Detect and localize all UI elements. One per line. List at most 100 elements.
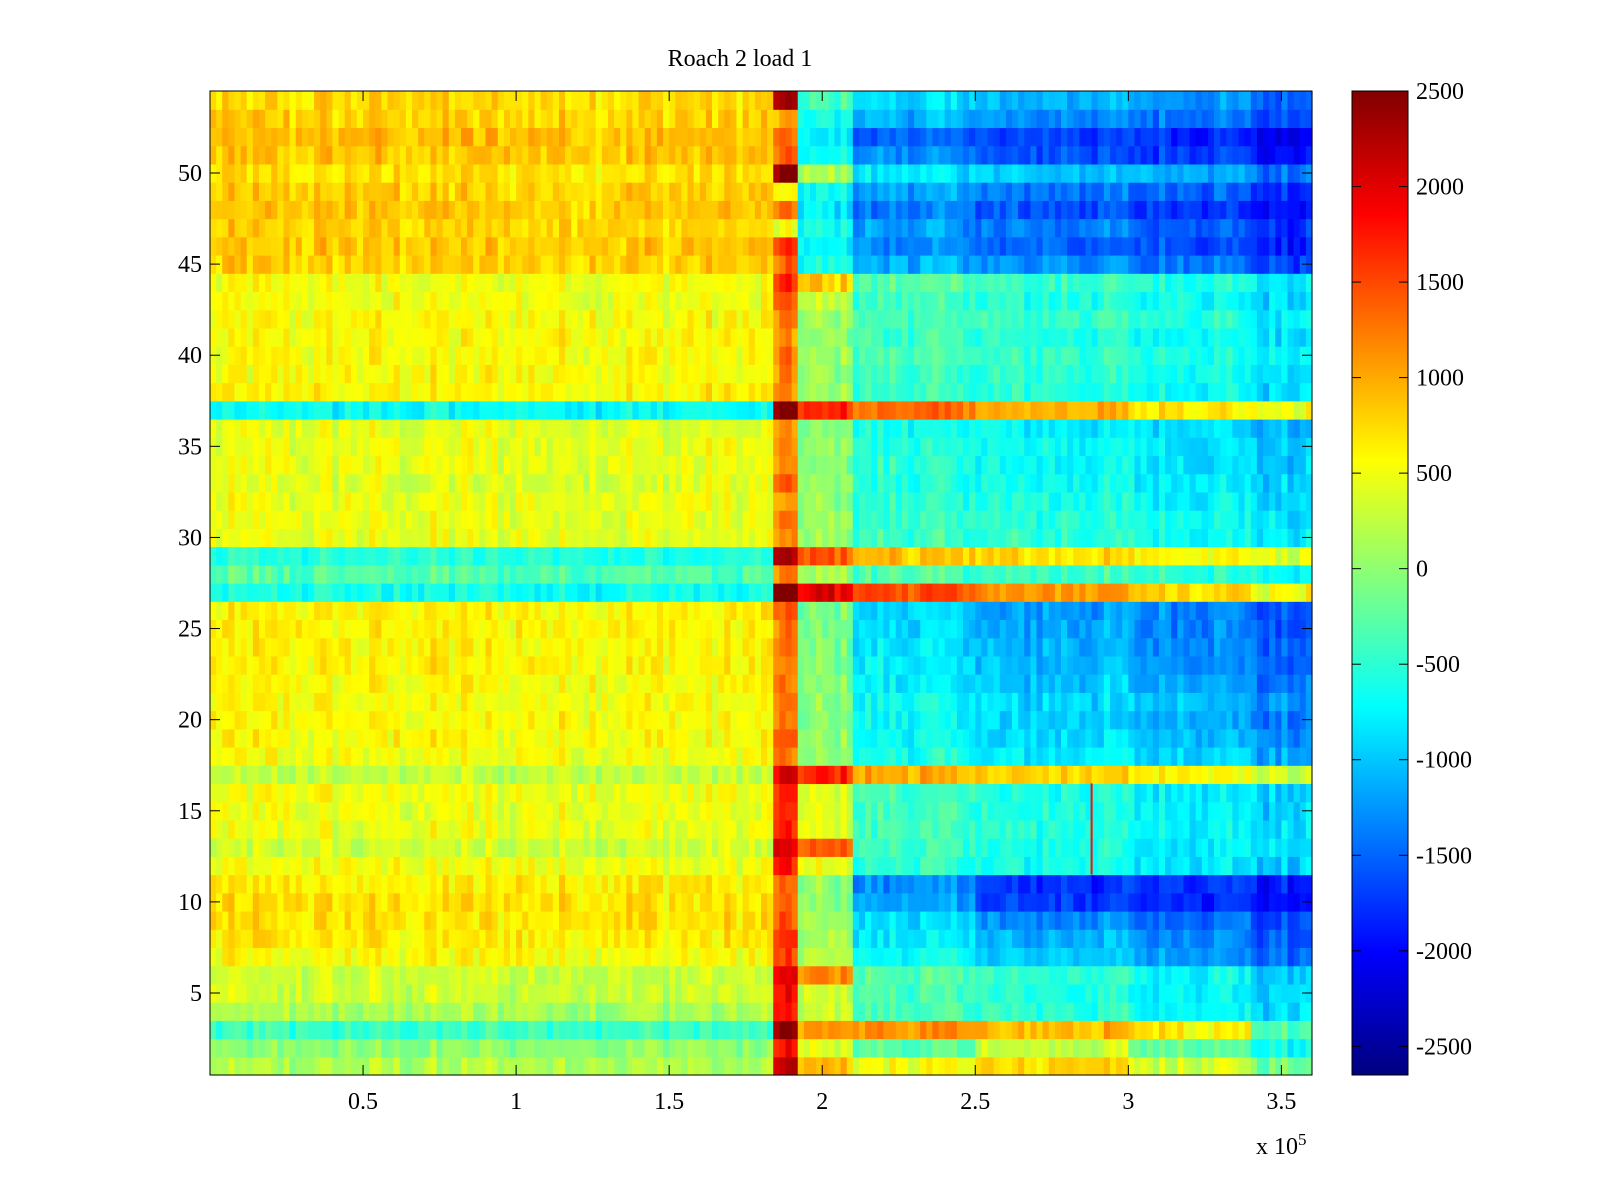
heatmap-cell	[1060, 947, 1068, 967]
heatmap-cell	[228, 892, 236, 912]
heatmap-cell	[387, 874, 395, 894]
heatmap-cell	[712, 838, 719, 857]
heatmap-cell	[1207, 655, 1215, 675]
heatmap-cell	[558, 801, 566, 821]
heatmap-cell	[363, 637, 370, 657]
heatmap-cell	[1122, 1038, 1129, 1058]
heatmap-cell	[271, 674, 278, 693]
heatmap-cell	[1128, 728, 1136, 748]
heatmap-cell	[620, 1020, 627, 1040]
heatmap-cell	[1189, 1056, 1197, 1076]
heatmap-cell	[307, 674, 315, 693]
heatmap-cell	[1146, 983, 1154, 1003]
heatmap-cell	[1109, 819, 1117, 839]
heatmap-cell	[601, 874, 609, 894]
heatmap-cell	[1012, 564, 1019, 584]
heatmap-cell	[920, 911, 927, 930]
heatmap-cell	[754, 838, 762, 857]
heatmap-cell	[497, 1038, 505, 1058]
heatmap-cell	[1140, 892, 1148, 912]
heatmap-cell	[375, 856, 383, 876]
heatmap-cell	[210, 1056, 217, 1076]
heatmap-cell	[442, 929, 450, 949]
heatmap-cell	[424, 892, 431, 912]
heatmap-cell	[773, 965, 780, 985]
heatmap-cell	[326, 819, 334, 839]
heatmap-cell	[503, 765, 511, 785]
heatmap-cell	[846, 601, 854, 621]
heatmap-cell	[1103, 947, 1111, 967]
heatmap-cell	[571, 947, 578, 967]
heatmap-cell	[663, 1056, 670, 1076]
heatmap-cell	[712, 1038, 719, 1058]
heatmap-cell	[405, 583, 413, 602]
heatmap-cell	[687, 1020, 695, 1040]
heatmap-cell	[1073, 637, 1080, 657]
heatmap-cell	[1079, 801, 1087, 821]
heatmap-cell	[650, 1056, 658, 1076]
heatmap-cell	[981, 874, 989, 894]
heatmap-cell	[1299, 819, 1307, 839]
heatmap-cell	[742, 674, 750, 693]
heatmap-cell	[430, 1038, 438, 1058]
heatmap-cell	[797, 1056, 805, 1076]
heatmap-cell	[375, 637, 383, 657]
heatmap-cell	[558, 929, 566, 949]
heatmap-cell	[509, 583, 517, 602]
heatmap-cell	[234, 1056, 242, 1076]
heatmap-cell	[693, 765, 701, 785]
heatmap-cell	[1305, 674, 1313, 693]
heatmap-cell	[540, 1038, 548, 1058]
heatmap-cell	[350, 1038, 358, 1058]
heatmap-cell	[332, 983, 340, 1003]
heatmap-cell	[712, 637, 719, 657]
heatmap-cell	[699, 564, 707, 584]
heatmap-cell	[1079, 892, 1087, 912]
heatmap-cell	[418, 838, 425, 857]
heatmap-cell	[412, 692, 419, 712]
heatmap-cell	[1134, 783, 1142, 803]
heatmap-cell	[442, 947, 450, 967]
heatmap-cell	[638, 1056, 646, 1076]
heatmap-cell	[1152, 765, 1160, 785]
heatmap-cell	[577, 801, 585, 821]
heatmap-cell	[944, 874, 952, 894]
heatmap-cell	[1012, 765, 1019, 785]
heatmap-cell	[914, 710, 921, 730]
heatmap-cell	[271, 1038, 278, 1058]
heatmap-cell	[809, 929, 817, 949]
heatmap-cell	[577, 965, 585, 985]
heatmap-cell	[485, 892, 493, 912]
heatmap-cell	[1048, 728, 1056, 748]
heatmap-cell	[1152, 983, 1160, 1003]
heatmap-cell	[399, 619, 407, 639]
heatmap-cell	[344, 601, 352, 621]
heatmap-cell	[975, 929, 982, 949]
heatmap-cell	[1281, 1020, 1289, 1040]
heatmap-cell	[595, 801, 603, 821]
heatmap-cell	[307, 783, 315, 803]
heatmap-cell	[663, 874, 670, 894]
heatmap-cell	[1293, 1002, 1301, 1021]
heatmap-cell	[307, 874, 315, 894]
heatmap-cell	[516, 838, 523, 857]
heatmap-cell	[528, 765, 536, 785]
heatmap-cell	[748, 783, 756, 803]
heatmap-cell	[932, 965, 940, 985]
heatmap-cell	[950, 637, 958, 657]
heatmap-cell	[503, 929, 511, 949]
heatmap-cell	[993, 838, 1001, 857]
heatmap-cell	[1005, 911, 1013, 930]
heatmap-cell	[1073, 1020, 1080, 1040]
heatmap-cell	[1146, 601, 1154, 621]
heatmap-cell	[607, 637, 615, 657]
heatmap-cell	[240, 874, 248, 894]
heatmap-cell	[1060, 874, 1068, 894]
heatmap-cell	[975, 819, 982, 839]
heatmap-cell	[632, 819, 640, 839]
heatmap-cell	[730, 728, 738, 748]
heatmap-cell	[1256, 947, 1264, 967]
heatmap-cell	[283, 1038, 291, 1058]
heatmap-cell	[491, 765, 499, 785]
heatmap-cell	[938, 747, 946, 766]
